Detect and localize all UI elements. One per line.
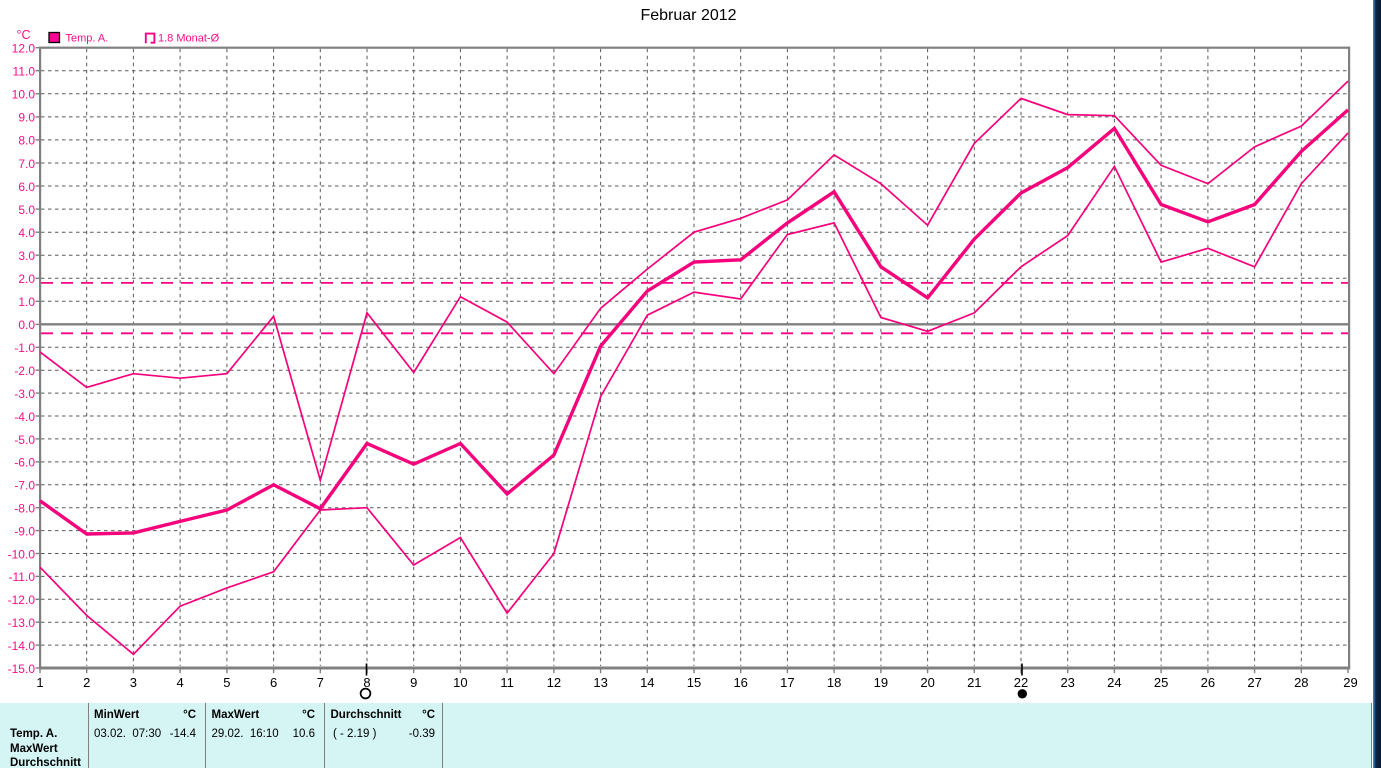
svg-text:-9.0: -9.0 [14, 524, 35, 538]
svg-text:19: 19 [874, 675, 888, 690]
svg-text:1.8 Monat-Ø: 1.8 Monat-Ø [158, 33, 220, 45]
svg-text:-4.0: -4.0 [14, 410, 35, 424]
svg-text:16: 16 [733, 675, 747, 690]
svg-text:-6.0: -6.0 [14, 456, 35, 470]
svg-text:-1.0: -1.0 [14, 341, 35, 355]
svg-text:-2.0: -2.0 [14, 364, 35, 378]
svg-text:-3.0: -3.0 [14, 387, 35, 401]
svg-text:0.0: 0.0 [18, 318, 35, 332]
svg-text:-8.0: -8.0 [14, 502, 35, 516]
svg-text:8.0: 8.0 [18, 134, 35, 148]
svg-text:°C: °C [16, 28, 30, 42]
svg-text:2: 2 [83, 675, 90, 690]
svg-text:26: 26 [1201, 675, 1215, 690]
svg-text:11: 11 [500, 675, 514, 690]
svg-text:27: 27 [1247, 675, 1261, 690]
svg-text:8: 8 [363, 675, 370, 690]
svg-text:7.0: 7.0 [18, 157, 35, 171]
svg-text:1: 1 [36, 675, 43, 690]
svg-text:20: 20 [920, 675, 934, 690]
svg-text:-5.0: -5.0 [14, 433, 35, 447]
svg-text:12: 12 [547, 675, 561, 690]
svg-text:Temp. A.: Temp. A. [66, 33, 109, 45]
svg-text:25: 25 [1154, 675, 1168, 690]
svg-text:-14.0: -14.0 [8, 639, 36, 653]
svg-text:22: 22 [1014, 675, 1028, 690]
svg-text:18: 18 [827, 675, 841, 690]
svg-text:-13.0: -13.0 [8, 616, 36, 630]
svg-text:-10.0: -10.0 [8, 547, 36, 561]
svg-text:10.0: 10.0 [12, 88, 36, 102]
svg-text:7: 7 [317, 675, 324, 690]
svg-text:1.0: 1.0 [18, 295, 35, 309]
svg-text:4: 4 [176, 675, 183, 690]
svg-text:6: 6 [270, 675, 277, 690]
svg-text:-11.0: -11.0 [9, 570, 36, 584]
svg-text:13: 13 [593, 675, 607, 690]
svg-text:23: 23 [1060, 675, 1074, 690]
svg-text:3.0: 3.0 [18, 249, 35, 263]
svg-text:5: 5 [223, 675, 230, 690]
svg-text:24: 24 [1107, 675, 1121, 690]
svg-text:2.0: 2.0 [18, 272, 35, 286]
svg-text:15: 15 [687, 675, 701, 690]
svg-text:6.0: 6.0 [18, 180, 35, 194]
svg-text:-15.0: -15.0 [8, 662, 36, 676]
svg-text:-12.0: -12.0 [8, 593, 36, 607]
svg-text:-7.0: -7.0 [14, 479, 35, 493]
svg-text:9: 9 [410, 675, 417, 690]
svg-text:11.0: 11.0 [13, 65, 36, 79]
svg-text:9.0: 9.0 [18, 111, 35, 125]
svg-text:10: 10 [453, 675, 467, 690]
svg-text:21: 21 [967, 675, 981, 690]
svg-text:4.0: 4.0 [18, 226, 35, 240]
svg-text:5.0: 5.0 [18, 203, 35, 217]
svg-text:12.0: 12.0 [12, 42, 36, 56]
svg-text:17: 17 [780, 675, 794, 690]
svg-text:29: 29 [1343, 675, 1357, 690]
svg-text:3: 3 [130, 675, 137, 690]
svg-text:28: 28 [1294, 675, 1308, 690]
svg-text:14: 14 [640, 675, 654, 690]
